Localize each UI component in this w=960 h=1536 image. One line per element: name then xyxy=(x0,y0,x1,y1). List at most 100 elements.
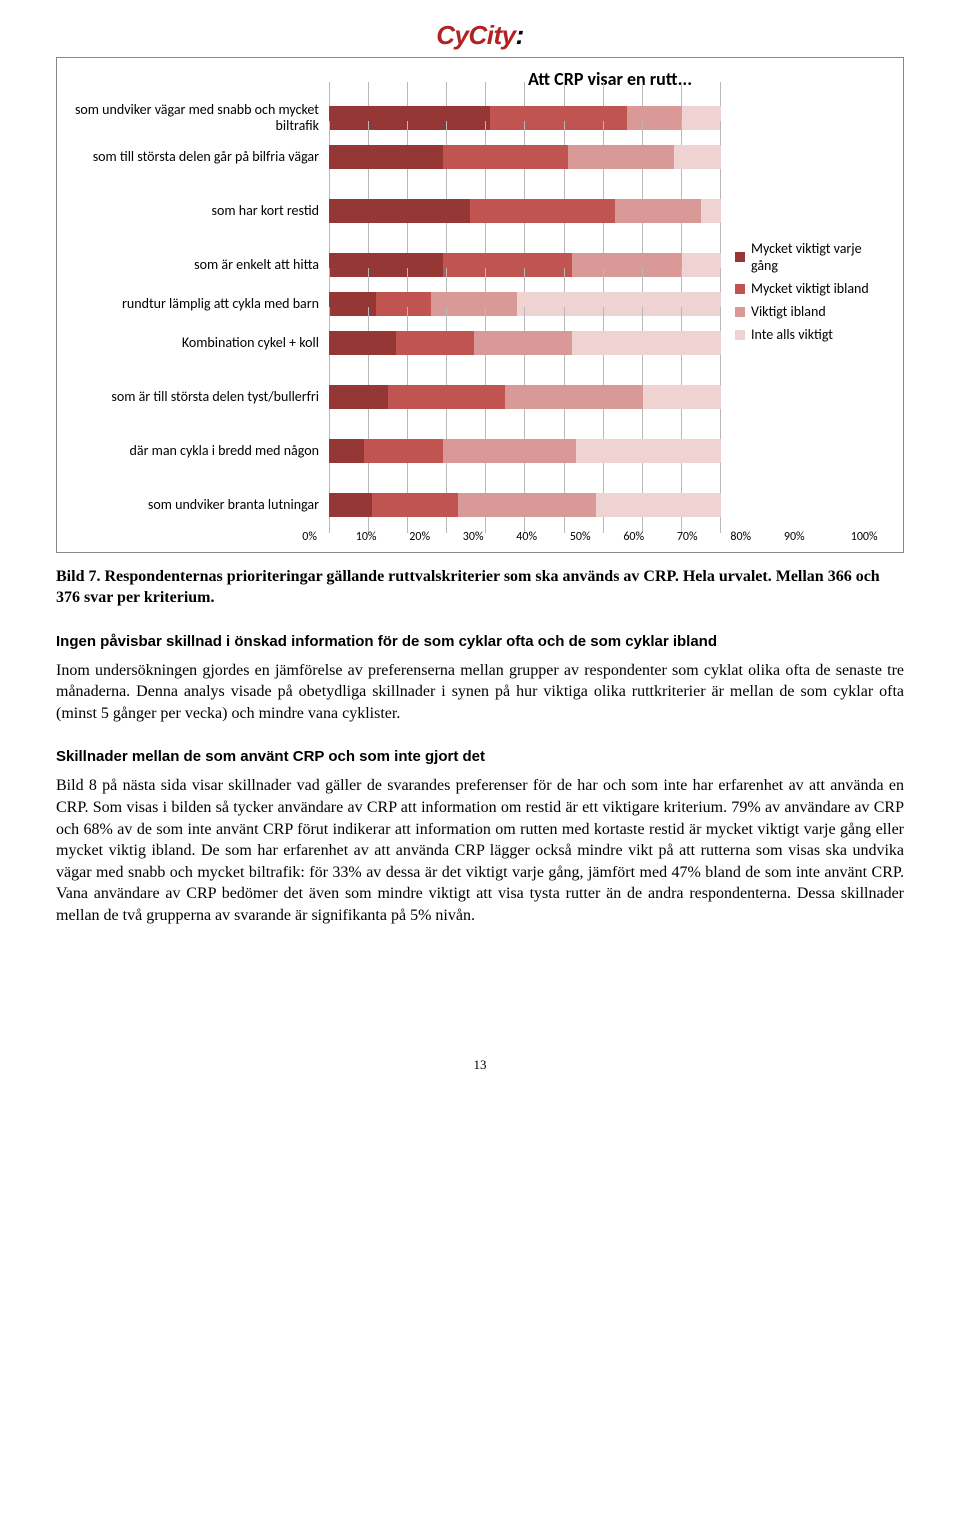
chart-row-label: som är enkelt att hitta xyxy=(69,257,329,273)
legend-item: Mycket viktigt varje gång xyxy=(735,240,891,274)
legend-swatch xyxy=(735,252,745,262)
x-tick-label: 100% xyxy=(851,530,878,544)
bar-segment xyxy=(474,331,572,355)
stacked-bar xyxy=(329,145,721,169)
x-tick-label: 40% xyxy=(516,530,570,544)
bar-segment xyxy=(396,331,474,355)
legend-item: Mycket viktigt ibland xyxy=(735,280,891,297)
bar-segment xyxy=(505,385,642,409)
chart-bar-area xyxy=(329,100,721,136)
stacked-bar xyxy=(329,253,721,277)
x-tick-label: 90% xyxy=(784,530,838,544)
chart-row-label: Kombination cykel + koll xyxy=(69,335,329,351)
bar-segment xyxy=(329,493,372,517)
legend-swatch xyxy=(735,307,745,317)
bar-segment xyxy=(490,106,627,130)
stacked-bar xyxy=(329,331,721,355)
bar-segment xyxy=(329,253,443,277)
bar-segment xyxy=(517,292,721,316)
bar-segment xyxy=(627,106,682,130)
stacked-bar xyxy=(329,199,721,223)
bar-segment xyxy=(701,199,721,223)
chart-row: Kombination cykel + koll xyxy=(69,325,721,361)
stacked-bar xyxy=(329,439,721,463)
stacked-bar xyxy=(329,493,721,517)
bar-segment xyxy=(470,199,615,223)
chart-container: Att CRP visar en rutt... som undviker vä… xyxy=(56,57,904,553)
figure-caption-text: Bild 7. Respondenternas prioriteringar g… xyxy=(56,568,880,606)
chart-row-label: som till största delen går på bilfria vä… xyxy=(69,149,329,165)
section-body-1: Inom undersökningen gjordes en jämförels… xyxy=(56,660,904,725)
bar-segment xyxy=(364,439,442,463)
bar-segment xyxy=(329,331,396,355)
chart-row: som undviker branta lutningar xyxy=(69,487,721,523)
chart-title: Att CRP visar en rutt... xyxy=(329,68,891,90)
chart-row: som är till största delen tyst/bullerfri xyxy=(69,379,721,415)
stacked-bar xyxy=(329,292,721,316)
chart-legend: Mycket viktigt varje gång Mycket viktigt … xyxy=(721,100,891,349)
bar-segment xyxy=(376,292,431,316)
x-tick-label: 70% xyxy=(677,530,731,544)
bar-segment xyxy=(443,253,572,277)
stacked-bar xyxy=(329,385,721,409)
chart-row-label: som har kort restid xyxy=(69,203,329,219)
bar-segment xyxy=(329,145,443,169)
section-body-2: Bild 8 på nästa sida visar skillnader va… xyxy=(56,775,904,926)
legend-label: Mycket viktigt varje gång xyxy=(751,240,891,274)
chart-row: som har kort restid xyxy=(69,193,721,229)
x-tick-label: 0% xyxy=(302,530,356,544)
chart-bar-area xyxy=(329,379,721,415)
legend-item: Viktigt ibland xyxy=(735,303,891,320)
legend-label: Viktigt ibland xyxy=(751,303,826,320)
bar-segment xyxy=(596,493,721,517)
page-number: 13 xyxy=(56,1057,904,1073)
chart-bar-area xyxy=(329,193,721,229)
stacked-bar xyxy=(329,106,721,130)
legend-item: Inte alls viktigt xyxy=(735,326,891,343)
chart-row: som är enkelt att hitta xyxy=(69,247,721,283)
x-tick-label: 30% xyxy=(463,530,517,544)
chart-row: rundtur lämplig att cykla med barn xyxy=(69,286,721,322)
bar-segment xyxy=(443,145,568,169)
legend-swatch xyxy=(735,284,745,294)
bar-segment xyxy=(388,385,506,409)
bar-segment xyxy=(615,199,701,223)
bar-segment xyxy=(643,385,721,409)
chart-row: som till största delen går på bilfria vä… xyxy=(69,139,721,175)
bar-segment xyxy=(576,439,721,463)
bar-segment xyxy=(572,331,721,355)
bar-segment xyxy=(329,439,364,463)
bar-segment xyxy=(443,439,576,463)
chart-row-label: rundtur lämplig att cykla med barn xyxy=(69,296,329,312)
chart-bar-area xyxy=(329,433,721,469)
section-heading-1: Ingen påvisbar skillnad i önskad informa… xyxy=(56,633,904,650)
legend-swatch xyxy=(735,330,745,340)
chart-plot-area: som undviker vägar med snabb och mycket … xyxy=(69,100,721,526)
chart-bar-area xyxy=(329,325,721,361)
chart-bar-area xyxy=(329,247,721,283)
x-tick-label: 50% xyxy=(570,530,624,544)
x-tick-label: 60% xyxy=(623,530,677,544)
chart-row-label: som undviker vägar med snabb och mycket … xyxy=(69,102,329,134)
bar-segment xyxy=(329,199,470,223)
chart-row: där man cykla i bredd med någon xyxy=(69,433,721,469)
chart-bar-area xyxy=(329,139,721,175)
bar-segment xyxy=(431,292,517,316)
bar-segment xyxy=(329,385,388,409)
bar-segment xyxy=(682,106,721,130)
chart-row: som undviker vägar med snabb och mycket … xyxy=(69,100,721,136)
chart-bar-area xyxy=(329,487,721,523)
legend-label: Inte alls viktigt xyxy=(751,326,833,343)
chart-row-label: som undviker branta lutningar xyxy=(69,497,329,513)
x-tick-label: 20% xyxy=(409,530,463,544)
section-heading-2: Skillnader mellan de som använt CRP och … xyxy=(56,748,904,765)
bar-segment xyxy=(682,253,721,277)
chart-row-label: som är till största delen tyst/bullerfri xyxy=(69,389,329,405)
bar-segment xyxy=(372,493,458,517)
legend-label: Mycket viktigt ibland xyxy=(751,280,869,297)
bar-segment xyxy=(458,493,595,517)
bar-segment xyxy=(329,106,490,130)
chart-x-axis: 0%10%20%30%40%50%60%70%80%90%100% xyxy=(329,530,891,544)
chart-bar-area xyxy=(329,286,721,322)
bar-segment xyxy=(329,292,376,316)
